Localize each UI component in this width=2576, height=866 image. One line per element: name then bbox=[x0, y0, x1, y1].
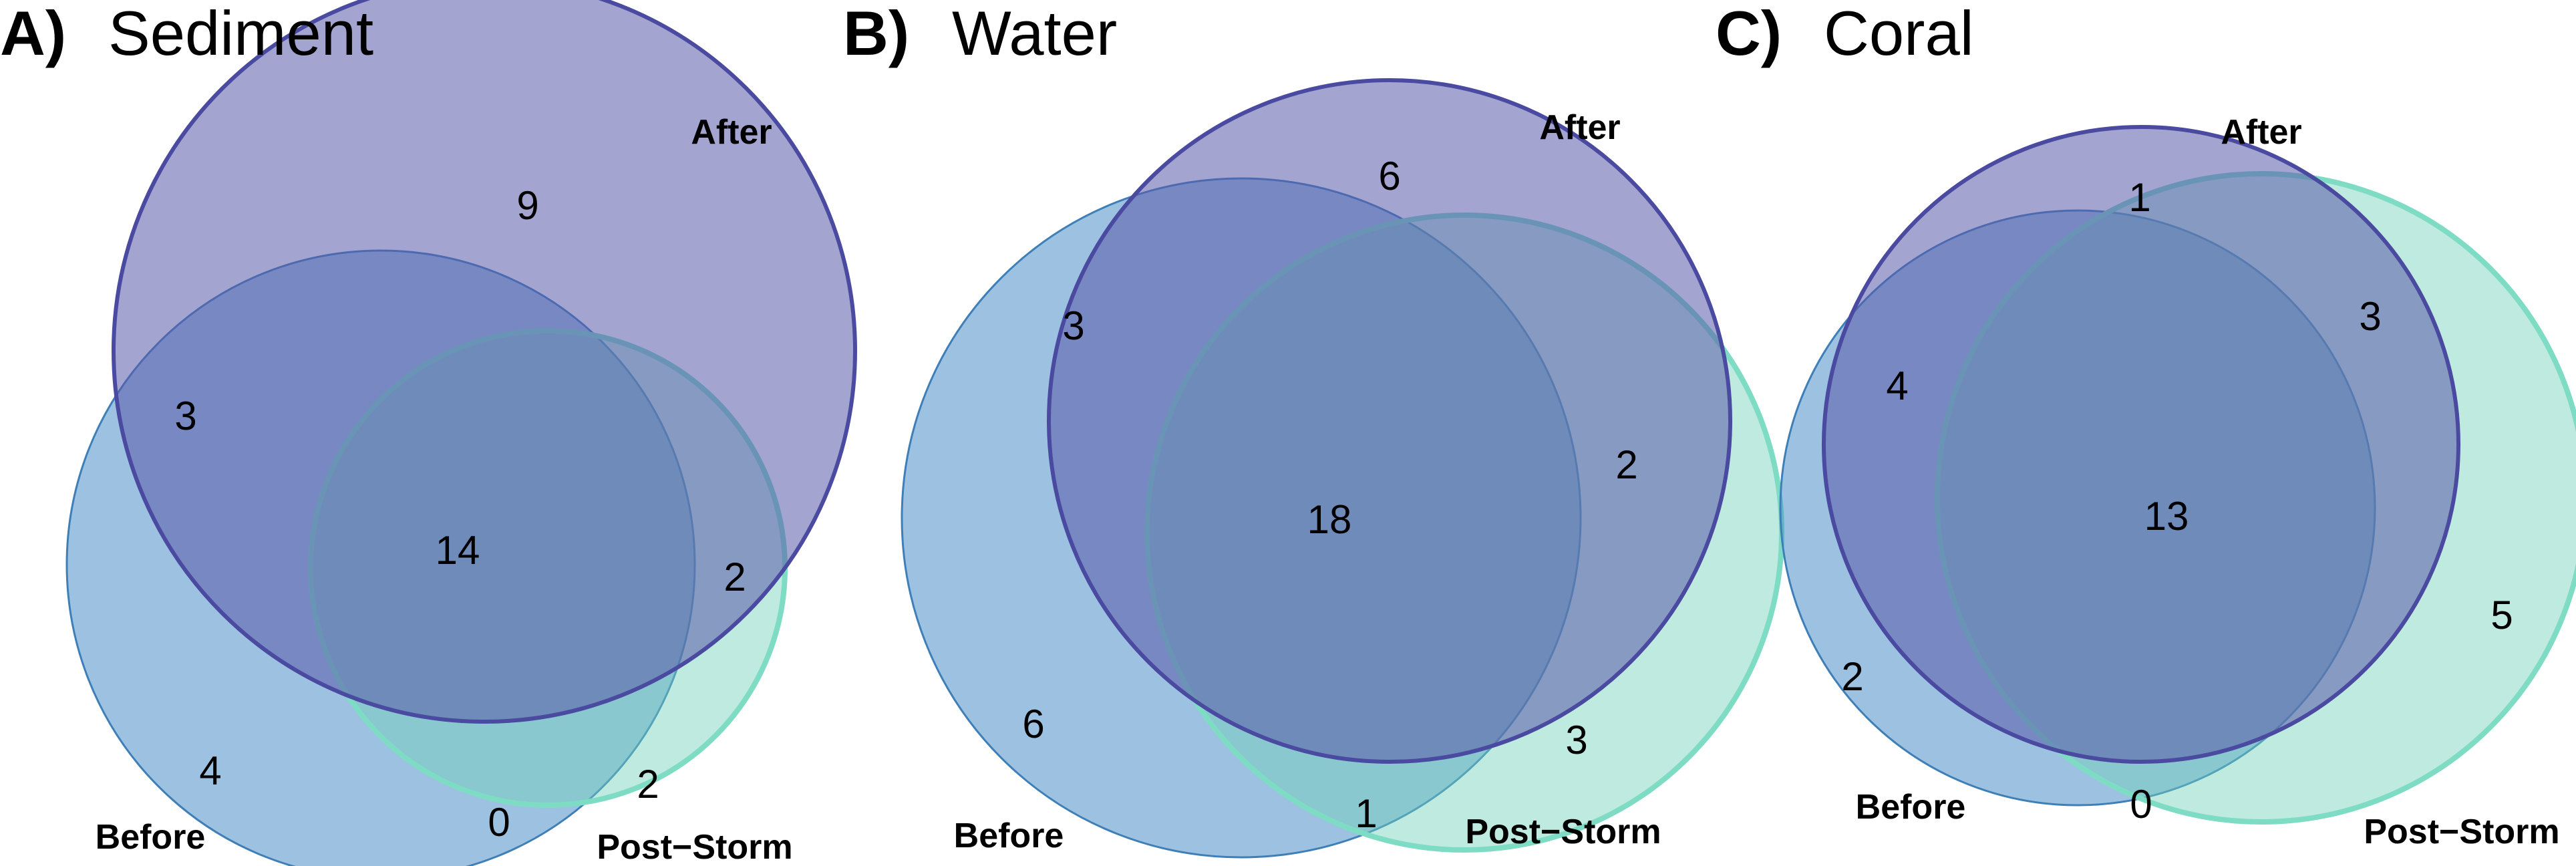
region-count-after: 9 bbox=[516, 183, 538, 228]
region-count-after-before-post-storm: 13 bbox=[2144, 494, 2189, 539]
set-label-after: After bbox=[691, 113, 772, 152]
set-circle-after bbox=[1047, 78, 1732, 764]
panel-letter: B) bbox=[843, 0, 909, 68]
region-count-post-storm: 2 bbox=[637, 762, 659, 807]
region-count-after-before-post-storm: 18 bbox=[1307, 497, 1352, 542]
region-count-post-storm: 5 bbox=[2490, 593, 2513, 637]
set-circle-after bbox=[1822, 125, 2460, 764]
region-count-after-post-storm: 3 bbox=[2359, 294, 2381, 339]
region-count-post-storm: 3 bbox=[1565, 718, 1587, 762]
region-count-after-before-post-storm: 14 bbox=[436, 528, 480, 573]
venn-panel-sediment: A) Sediment After Before Post−Storm 9 3 14 2 4 0 2 bbox=[0, 0, 857, 866]
set-circle-after bbox=[112, 0, 857, 724]
region-count-before-post-storm: 1 bbox=[1355, 791, 1377, 836]
set-label-post-storm: Post−Storm bbox=[597, 828, 792, 866]
region-count-after-post-storm: 2 bbox=[723, 555, 746, 599]
set-label-after: After bbox=[1539, 108, 1620, 147]
panel-title: Coral bbox=[1824, 0, 1974, 68]
region-count-before: 4 bbox=[199, 748, 221, 793]
region-count-after-before: 3 bbox=[174, 394, 196, 438]
panel-letter: C) bbox=[1716, 0, 1782, 68]
set-label-before: Before bbox=[1856, 788, 1966, 827]
region-count-after-post-storm: 2 bbox=[1615, 442, 1637, 487]
set-label-post-storm: Post−Storm bbox=[2364, 813, 2559, 851]
panel-title: Water bbox=[952, 0, 1117, 68]
region-count-before-post-storm: 0 bbox=[488, 800, 510, 845]
set-label-before: Before bbox=[96, 818, 206, 857]
region-count-before: 2 bbox=[1841, 654, 1863, 699]
region-count-before: 6 bbox=[1022, 702, 1044, 746]
set-label-after: After bbox=[2221, 113, 2301, 152]
region-count-after-before: 4 bbox=[1886, 364, 1908, 408]
region-count-before-post-storm: 0 bbox=[2130, 782, 2152, 827]
set-label-before: Before bbox=[954, 817, 1064, 855]
panel-letter: A) bbox=[0, 0, 66, 68]
venn-panel-coral: C) Coral After Before Post−Storm 1 4 13 3 2 0 5 bbox=[1716, 0, 2576, 851]
region-count-after: 1 bbox=[2128, 175, 2150, 220]
panel-title: Sediment bbox=[108, 0, 373, 68]
region-count-after: 6 bbox=[1378, 154, 1400, 198]
set-label-post-storm: Post−Storm bbox=[1465, 813, 1661, 851]
region-count-after-before: 3 bbox=[1062, 303, 1084, 348]
venn-panel-water: B) Water After Before Post−Storm 6 3 18 2 6 1 3 bbox=[843, 0, 1784, 859]
